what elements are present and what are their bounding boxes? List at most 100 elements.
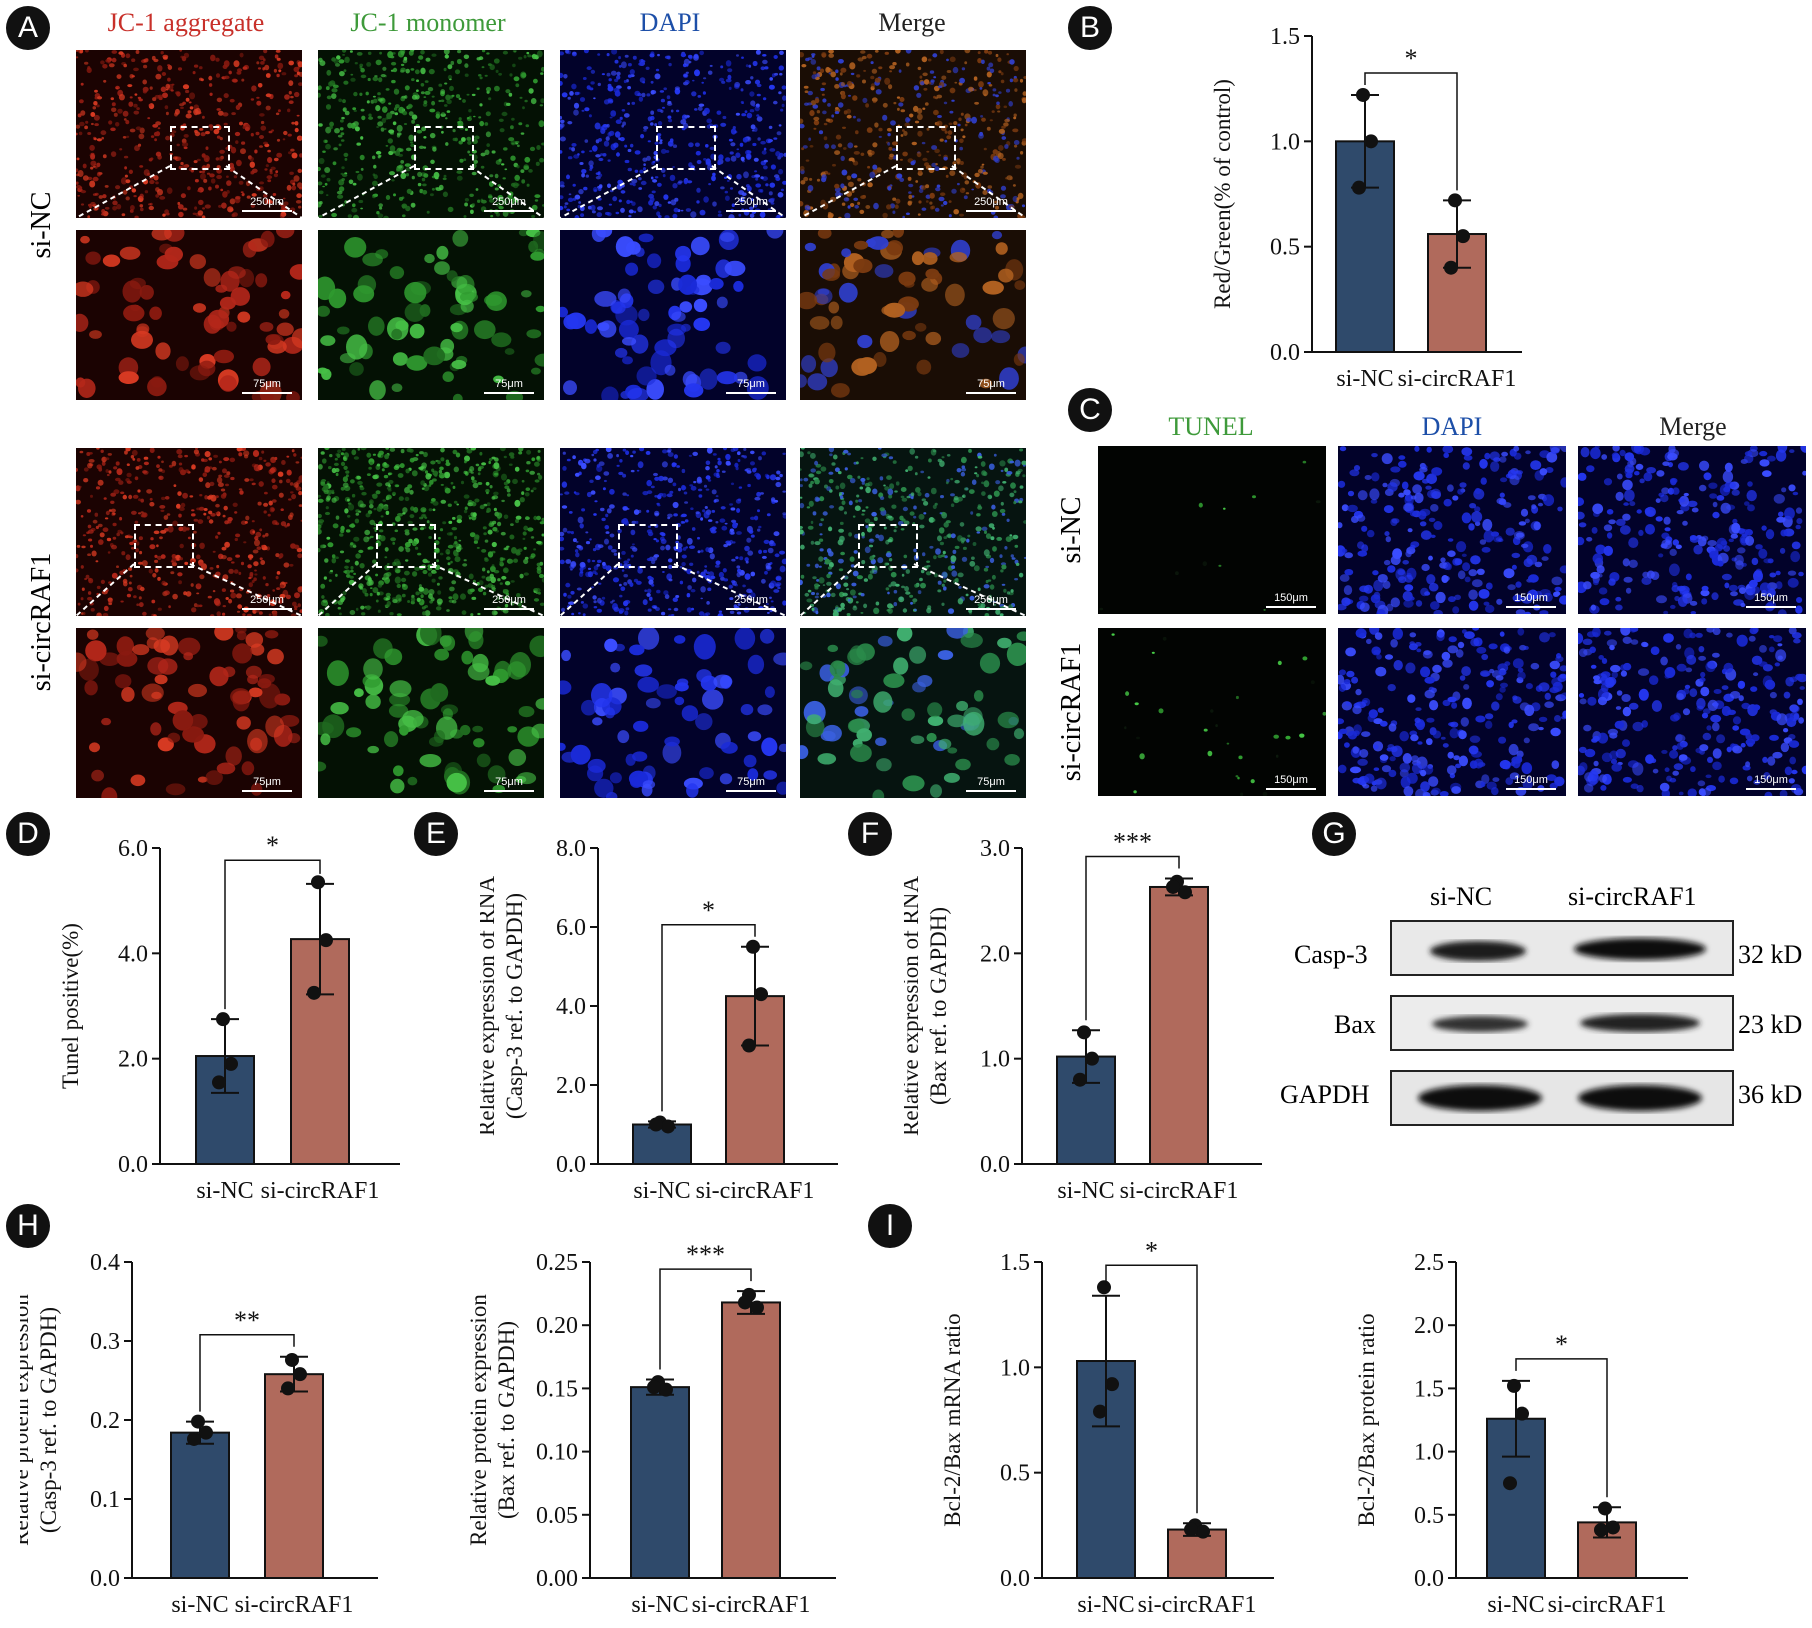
data-point bbox=[742, 1038, 756, 1053]
scale-bar: 150μm bbox=[1746, 592, 1796, 608]
significance-marker: *** bbox=[1113, 828, 1152, 857]
bar-si-circraf1 bbox=[1167, 1528, 1227, 1579]
y-tick-label: 0.25 bbox=[536, 1250, 578, 1276]
panel-a-col-merge: Merge bbox=[878, 8, 946, 37]
micrograph-tunel-si-circraf1-merge: 150μm bbox=[1578, 628, 1806, 796]
y-tick-label: 0.5 bbox=[1414, 1503, 1444, 1529]
zoom-region-box bbox=[170, 126, 230, 170]
micrograph-si-circraf1-aggregate-low: 250μm bbox=[76, 448, 302, 616]
bar-si-nc bbox=[632, 1123, 692, 1165]
data-point bbox=[1196, 1524, 1210, 1539]
scale-bar: 75μm bbox=[242, 776, 292, 792]
x-tick-label: si-circRAF1 bbox=[235, 1592, 354, 1618]
bar-si-circraf1 bbox=[721, 1301, 781, 1579]
data-point bbox=[199, 1425, 213, 1440]
panel-letter-d: D bbox=[6, 812, 50, 856]
panel-g-size-36kd: 36 kD bbox=[1738, 1080, 1803, 1109]
micrograph-si-nc-merge-high: 75μm bbox=[800, 230, 1026, 400]
y-tick-label: 2.5 bbox=[1414, 1250, 1444, 1276]
panel-a-row-si-circraf1: si-circRAF1 bbox=[26, 552, 57, 692]
panel-a-col-aggregate: JC-1 aggregate bbox=[107, 8, 265, 37]
panel-letter-h: H bbox=[6, 1204, 50, 1248]
bar-si-nc bbox=[170, 1431, 230, 1579]
x-tick-label: si-NC bbox=[1487, 1592, 1544, 1618]
x-tick-label: si-circRAF1 bbox=[1548, 1592, 1667, 1618]
y-tick-label: 8.0 bbox=[556, 836, 586, 862]
panel-letter-b: B bbox=[1068, 6, 1112, 50]
zoom-region-box bbox=[414, 126, 474, 170]
y-axis-label: Relative expression of RNA bbox=[480, 876, 499, 1136]
data-point bbox=[224, 1056, 238, 1071]
chart-h-bax-protein: 0.00 0.05 0.10 0.15 0.20 0.25 Relative protein… bbox=[470, 1240, 836, 1618]
panel-a-col-dapi: DAPI bbox=[639, 8, 701, 37]
zoom-region-box bbox=[376, 524, 436, 568]
y-axis-label: (Casp-3 ref. to GAPDH) bbox=[502, 893, 527, 1119]
scale-bar: 75μm bbox=[966, 378, 1016, 394]
scale-bar: 75μm bbox=[484, 378, 534, 394]
y-tick-label: 0.5 bbox=[1000, 1461, 1030, 1487]
data-point bbox=[281, 1381, 295, 1396]
blot-band-casp3-si-nc bbox=[1430, 941, 1526, 961]
zoom-region-box bbox=[858, 524, 918, 568]
micrograph-si-nc-aggregate-high: 75μm bbox=[76, 230, 302, 400]
chart-h-casp3-protein: 0.0 0.1 0.2 0.3 0.4 Relative protein expressi… bbox=[20, 1250, 378, 1618]
x-tick-label: si-NC bbox=[631, 1592, 688, 1618]
scale-bar: 75μm bbox=[966, 776, 1016, 792]
y-tick-label: 0.15 bbox=[536, 1376, 578, 1402]
scale-bar: 75μm bbox=[242, 378, 292, 394]
chart-i-bcl2-bax-protein: 0.0 0.5 1.0 1.5 2.0 2.5 Bcl-2/Bax protein rati… bbox=[1354, 1250, 1688, 1618]
data-point bbox=[1444, 260, 1458, 275]
scale-bar: 250μm bbox=[484, 196, 534, 212]
y-axis-label: Relative protein expression bbox=[20, 1294, 33, 1546]
y-tick-label: 2.0 bbox=[980, 941, 1010, 967]
significance-bracket bbox=[1085, 855, 1180, 1021]
scale-bar: 150μm bbox=[1746, 774, 1796, 790]
significance-bracket bbox=[199, 1334, 295, 1412]
scale-bar: 150μm bbox=[1266, 592, 1316, 608]
panel-letter-c: C bbox=[1068, 388, 1112, 432]
y-tick-label: 1.5 bbox=[1414, 1376, 1444, 1402]
chart-i-bcl2-bax-mrna: 0.0 0.5 1.0 1.5 Bcl-2/Bax mRNA ratio si-NC si-… bbox=[940, 1236, 1274, 1618]
significance-bracket bbox=[1105, 1264, 1198, 1514]
panel-c-col-dapi: DAPI bbox=[1421, 412, 1483, 441]
micrograph-si-nc-dapi-low: 250μm bbox=[560, 50, 786, 218]
data-point bbox=[738, 1295, 752, 1310]
zoom-region-box bbox=[134, 524, 194, 568]
y-tick-label: 4.0 bbox=[118, 941, 148, 967]
data-point bbox=[319, 933, 333, 948]
panel-letter-f: F bbox=[848, 812, 892, 856]
data-point bbox=[1598, 1501, 1612, 1516]
data-point bbox=[1077, 1025, 1091, 1040]
x-tick-label: si-circRAF1 bbox=[1138, 1592, 1257, 1618]
y-axis-label: (Casp-3 ref. to GAPDH) bbox=[36, 1307, 61, 1533]
significance-bracket bbox=[659, 1268, 752, 1370]
data-point bbox=[1093, 1404, 1107, 1419]
y-tick-label: 0.0 bbox=[1000, 1566, 1030, 1592]
y-tick-label: 1.0 bbox=[980, 1047, 1010, 1073]
significance-marker: ** bbox=[234, 1306, 260, 1335]
panel-letter-e: E bbox=[414, 812, 458, 856]
data-point bbox=[661, 1119, 675, 1134]
data-point bbox=[212, 1075, 226, 1090]
significance-marker: *** bbox=[686, 1240, 725, 1269]
panel-g-blot bbox=[1390, 920, 1734, 1126]
scale-bar: 150μm bbox=[1506, 592, 1556, 608]
significance-bracket bbox=[1515, 1358, 1608, 1498]
y-axis-label: (Bax ref. to GAPDH) bbox=[926, 907, 951, 1105]
scale-bar: 250μm bbox=[966, 196, 1016, 212]
panel-letter-i: I bbox=[868, 1204, 912, 1248]
scale-bar: 150μm bbox=[1506, 774, 1556, 790]
x-tick-label: si-NC bbox=[171, 1592, 228, 1618]
panel-letter-g: G bbox=[1312, 812, 1356, 856]
y-axis-label: Tunel positive(%) bbox=[58, 923, 83, 1089]
micrograph-si-circraf1-dapi-high: 75μm bbox=[560, 628, 786, 798]
data-point bbox=[746, 939, 760, 954]
data-point bbox=[1073, 1072, 1087, 1087]
micrograph-si-circraf1-merge-low: 250μm bbox=[800, 448, 1026, 616]
y-tick-label: 3.0 bbox=[980, 836, 1010, 862]
bar-si-nc bbox=[1056, 1055, 1116, 1165]
data-point bbox=[1105, 1377, 1119, 1392]
scale-bar: 250μm bbox=[242, 196, 292, 212]
data-point bbox=[1178, 885, 1192, 900]
y-tick-label: 0.0 bbox=[1270, 340, 1300, 366]
